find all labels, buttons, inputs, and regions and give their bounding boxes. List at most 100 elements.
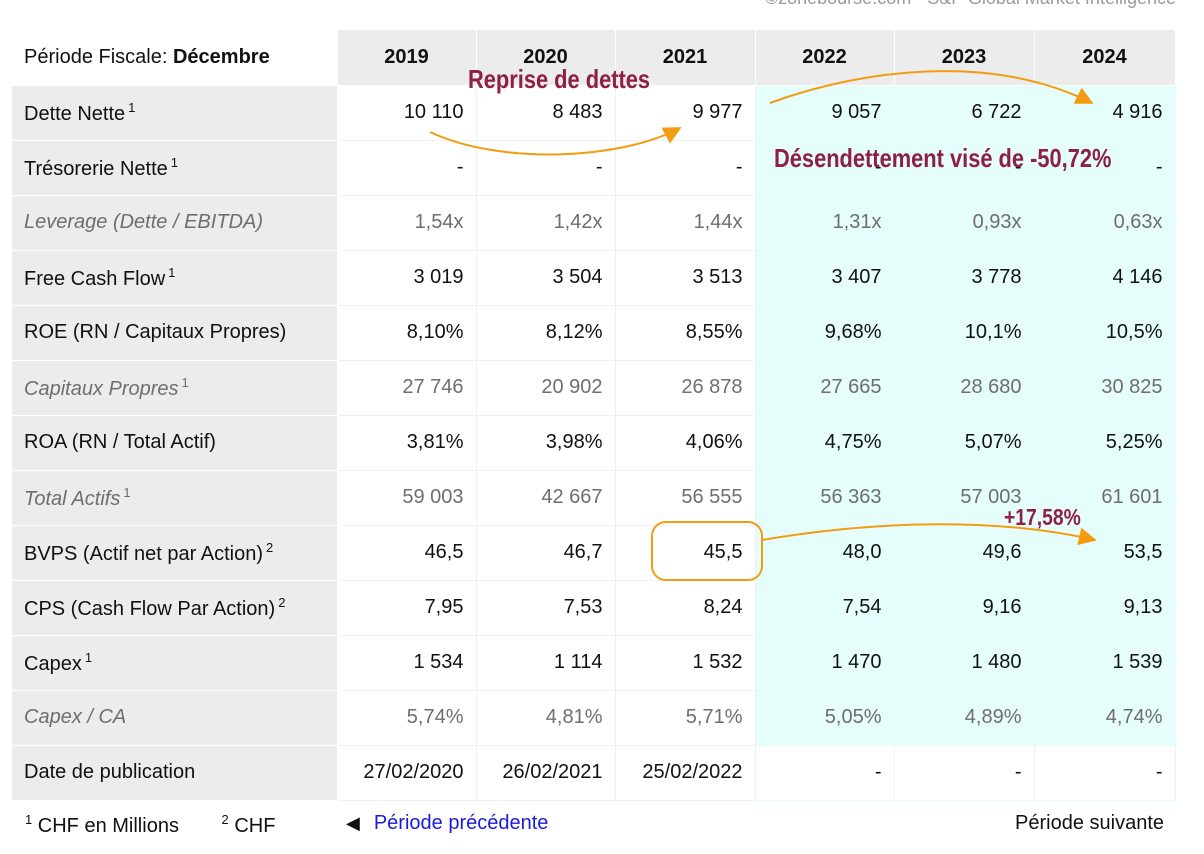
table-row: Free Cash Flow 1 3 019 3 504 3 513 3 407 3 778…	[12, 250, 1176, 306]
table-cell: 0,63x	[1034, 195, 1176, 251]
table-cell: 10,1%	[894, 305, 1035, 361]
footnote-ref: 1	[168, 264, 176, 280]
table-cell: -	[894, 140, 1035, 196]
table-cell: 5,05%	[755, 690, 895, 746]
financial-table: Période Fiscale: Décembre 2019 2020 2021…	[12, 30, 1176, 801]
table-row: BVPS (Actif net par Action) 2 46,5 46,7 45,5…	[12, 525, 1176, 581]
table-cell: -	[755, 745, 895, 801]
table-cell: 1,42x	[476, 195, 616, 251]
year-header: 2024	[1034, 30, 1176, 86]
table-cell: -	[1034, 140, 1176, 196]
table-cell: 27 665	[755, 360, 895, 416]
table-cell: 1,54x	[337, 195, 477, 251]
fiscal-period-header: Période Fiscale: Décembre	[12, 30, 338, 86]
row-label-text: CPS (Cash Flow Par Action)	[24, 597, 276, 620]
table-cell: 26 878	[615, 360, 756, 416]
table-cell: 59 003	[337, 470, 477, 526]
table-cell: -	[476, 140, 616, 196]
row-label-text: Capex	[24, 652, 82, 675]
table-cell: -	[755, 140, 895, 196]
fiscal-period-label: Période Fiscale:	[24, 45, 168, 68]
table-row: ROE (RN / Capitaux Propres) 8,10% 8,12% 8,5…	[12, 305, 1176, 361]
row-label: Leverage (Dette / EBITDA)	[12, 195, 338, 251]
source-credit: ©zonebourse.com - S&P Global Market Inte…	[765, 0, 1176, 9]
year-header: 2021	[615, 30, 756, 86]
table-cell: 3 019	[337, 250, 477, 306]
table-cell: 1,31x	[755, 195, 895, 251]
footnote-ref: 1	[128, 99, 136, 115]
table-cell: 10 110	[337, 85, 477, 141]
row-label-text: ROE (RN / Capitaux Propres)	[24, 321, 287, 343]
previous-period-label: Période précédente	[373, 812, 549, 834]
footnote-ref: 2	[266, 539, 274, 555]
table-cell: 4,89%	[894, 690, 1035, 746]
caret-left-icon: ◀	[346, 813, 360, 833]
table-cell: 7,95	[337, 580, 477, 636]
row-label-text: Free Cash Flow	[24, 267, 166, 290]
table-cell: 3 778	[894, 250, 1035, 306]
next-period-link[interactable]: Période suivante	[1015, 812, 1164, 834]
table-cell: 48,0	[755, 525, 895, 581]
row-label: CPS (Cash Flow Par Action) 2	[12, 580, 338, 636]
table-cell: 7,53	[476, 580, 616, 636]
table-cell: 56 555	[615, 470, 756, 526]
row-label: ROA (RN / Total Actif)	[12, 415, 338, 471]
table-row: Total Actifs 1 59 003 42 667 56 555 56 363 57 …	[12, 470, 1176, 526]
table-cell: 10,5%	[1034, 305, 1176, 361]
table-cell: 3 504	[476, 250, 616, 306]
table-cell: 4 146	[1034, 250, 1176, 306]
row-label: Free Cash Flow 1	[12, 250, 338, 306]
table-cell: 1 534	[337, 635, 477, 691]
table-cell: 9 057	[755, 85, 895, 141]
table-row: Capitaux Propres 1 27 746 20 902 26 878 27 66…	[12, 360, 1176, 416]
table-cell: 1 114	[476, 635, 616, 691]
table-cell: 57 003	[894, 470, 1035, 526]
table-footer: 1 CHF en Millions 2 CHF ◀ Période précéde…	[0, 812, 1204, 842]
table-row: Capex 1 1 534 1 114 1 532 1 470 1 480 1 539	[12, 635, 1176, 691]
row-label-text: Leverage (Dette / EBITDA)	[24, 211, 263, 233]
row-label: Capex 1	[12, 635, 338, 691]
table-cell: 9,16	[894, 580, 1035, 636]
row-label-text: Capex / CA	[24, 706, 127, 728]
row-label-text: Capitaux Propres	[24, 377, 179, 400]
table-cell: 3 407	[755, 250, 895, 306]
table-cell: 8,12%	[476, 305, 616, 361]
previous-period-link[interactable]: ◀ Période précédente	[346, 812, 548, 835]
annotation-bvps-growth: +17,58%	[1004, 504, 1081, 530]
table-cell: 1 470	[755, 635, 895, 691]
row-label-text: Dette Nette	[24, 102, 126, 125]
annotation-desendettement: Désendettement visé de -50,72%	[774, 143, 1112, 173]
table-cell: -	[615, 140, 756, 196]
footnote-ref: 1	[181, 374, 189, 390]
table-cell: 26/02/2021	[476, 745, 616, 801]
footnote-1: 1 CHF en Millions	[25, 812, 179, 837]
footnote-ref: 1	[170, 154, 178, 170]
footnote-ref: 2	[278, 594, 286, 610]
row-label: Date de publication	[12, 745, 338, 801]
row-label: Capex / CA	[12, 690, 338, 746]
table-cell: 0,93x	[894, 195, 1035, 251]
table-cell: 1 480	[894, 635, 1035, 691]
table-cell: 4 916	[1034, 85, 1176, 141]
table-cell: 4,74%	[1034, 690, 1176, 746]
fiscal-period-value: Décembre	[172, 45, 270, 68]
table-cell: 3,98%	[476, 415, 616, 471]
table-cell: 27/02/2020	[337, 745, 477, 801]
table-cell: 7,54	[755, 580, 895, 636]
table-cell: 8,24	[615, 580, 756, 636]
footnotes: 1 CHF en Millions 2 CHF	[22, 812, 309, 838]
table-cell: 3 513	[615, 250, 756, 306]
annotation-reprise-de-dettes: Reprise de dettes	[468, 64, 651, 94]
table-cell: 4,06%	[615, 415, 756, 471]
table-cell: 4,75%	[755, 415, 895, 471]
year-header: 2019	[337, 30, 477, 86]
row-label: Trésorerie Nette 1	[12, 140, 338, 196]
row-label-text: Date de publication	[24, 761, 196, 783]
table-cell: 3,81%	[337, 415, 477, 471]
row-label-text: BVPS (Actif net par Action)	[24, 542, 263, 565]
row-label: Dette Nette 1	[12, 85, 338, 141]
footnote-ref: 1	[84, 649, 93, 665]
table-cell: 20 902	[476, 360, 616, 416]
table-cell: 61 601	[1034, 470, 1176, 526]
row-label-text: Total Actifs	[24, 487, 121, 510]
